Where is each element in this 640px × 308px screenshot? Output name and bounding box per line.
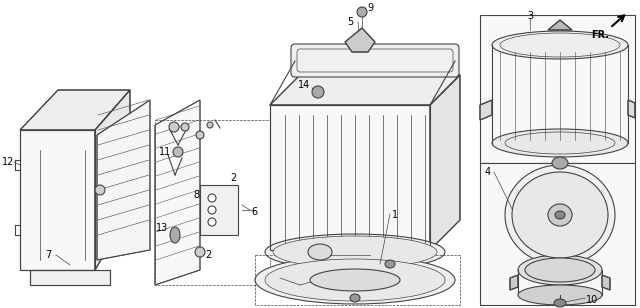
- Text: 7: 7: [45, 250, 51, 260]
- Text: 14: 14: [298, 80, 310, 90]
- Polygon shape: [628, 100, 635, 118]
- Polygon shape: [548, 20, 572, 30]
- Polygon shape: [30, 270, 110, 285]
- Polygon shape: [20, 90, 130, 130]
- Text: 6: 6: [251, 207, 257, 217]
- Bar: [200, 185, 238, 235]
- Bar: [155, 120, 270, 285]
- Text: 5: 5: [347, 17, 353, 27]
- Text: 2: 2: [230, 173, 236, 183]
- Ellipse shape: [265, 234, 445, 270]
- Text: FR.: FR.: [591, 30, 609, 40]
- Polygon shape: [155, 100, 200, 285]
- Ellipse shape: [312, 86, 324, 98]
- Ellipse shape: [310, 269, 400, 291]
- Ellipse shape: [173, 147, 183, 157]
- Ellipse shape: [265, 259, 445, 301]
- Ellipse shape: [552, 157, 568, 169]
- Text: 4: 4: [485, 167, 491, 177]
- Text: 12: 12: [2, 157, 14, 167]
- Ellipse shape: [518, 285, 602, 305]
- Polygon shape: [480, 100, 492, 120]
- Ellipse shape: [207, 122, 213, 128]
- Ellipse shape: [196, 131, 204, 139]
- Text: 13: 13: [156, 223, 168, 233]
- Ellipse shape: [208, 218, 216, 226]
- Text: 8: 8: [193, 190, 199, 200]
- Ellipse shape: [492, 129, 628, 157]
- Ellipse shape: [505, 165, 615, 265]
- Polygon shape: [95, 90, 130, 270]
- Ellipse shape: [181, 123, 189, 131]
- Polygon shape: [20, 130, 95, 270]
- Ellipse shape: [357, 7, 367, 17]
- Ellipse shape: [525, 258, 595, 282]
- Ellipse shape: [208, 206, 216, 214]
- Polygon shape: [345, 28, 375, 52]
- Text: 9: 9: [367, 3, 373, 13]
- Polygon shape: [430, 75, 460, 250]
- Bar: [480, 15, 635, 163]
- Ellipse shape: [170, 227, 180, 243]
- Ellipse shape: [512, 172, 608, 258]
- FancyBboxPatch shape: [291, 44, 459, 77]
- Ellipse shape: [518, 255, 602, 285]
- Ellipse shape: [308, 244, 332, 260]
- Ellipse shape: [169, 122, 179, 132]
- Text: 11: 11: [159, 147, 171, 157]
- Polygon shape: [270, 75, 460, 105]
- Ellipse shape: [273, 236, 437, 268]
- Ellipse shape: [548, 204, 572, 226]
- Ellipse shape: [195, 247, 205, 257]
- Ellipse shape: [255, 256, 455, 304]
- Ellipse shape: [385, 260, 395, 268]
- Ellipse shape: [208, 194, 216, 202]
- Polygon shape: [97, 100, 150, 260]
- Bar: [255, 255, 460, 305]
- Bar: [480, 163, 635, 305]
- Text: 1: 1: [392, 210, 398, 220]
- Ellipse shape: [350, 294, 360, 302]
- Text: 2: 2: [205, 250, 211, 260]
- Text: 10: 10: [586, 295, 598, 305]
- Ellipse shape: [554, 299, 566, 307]
- Text: 3: 3: [527, 11, 533, 21]
- Polygon shape: [510, 275, 518, 290]
- Ellipse shape: [555, 211, 565, 219]
- Polygon shape: [602, 275, 610, 290]
- Ellipse shape: [492, 31, 628, 59]
- Polygon shape: [270, 105, 430, 250]
- Ellipse shape: [95, 185, 105, 195]
